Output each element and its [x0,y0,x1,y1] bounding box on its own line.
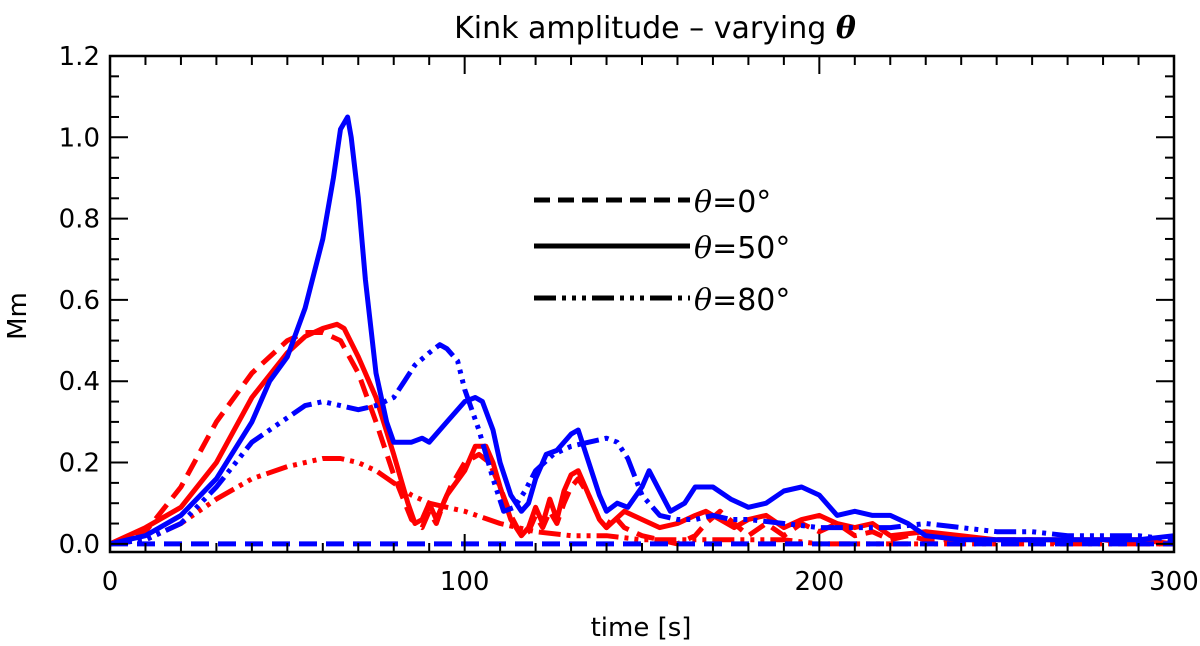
series-line-0 [109,330,1174,547]
x-tick-label: 0 [102,567,119,597]
y-tick-label: 0.4 [59,367,100,397]
x-axis-label: time [s] [591,613,692,643]
x-tick-label: 100 [440,567,490,597]
y-tick-label: 1.2 [59,42,100,72]
y-tick-label: 0.2 [59,449,100,479]
y-tick-label: 0.6 [59,286,100,316]
series-line-4 [109,114,1175,547]
series-line-2 [109,456,1174,547]
legend: θ=0° θ=50° θ=80° [534,185,790,318]
y-axis-label: Mm [3,292,33,340]
tick-layer: 0 100 200 300 0.0 0.2 0.4 0.6 0.8 1.0 1.2 [59,42,1199,597]
legend-label-1: θ=50° [694,231,790,266]
x-tick-label: 200 [795,567,845,597]
y-tick-label: 1.0 [59,123,100,153]
chart-title: Kink amplitude – varying θ [454,11,856,46]
x-tick-label: 300 [1149,567,1199,597]
legend-label-2: θ=80° [694,283,790,318]
y-tick-label: 0.0 [59,530,100,560]
series-layer [108,114,1175,547]
y-tick-label: 0.8 [59,205,100,235]
series-line-5 [109,342,1175,547]
plot-frame [108,54,1176,554]
legend-label-0: θ=0° [694,185,771,220]
